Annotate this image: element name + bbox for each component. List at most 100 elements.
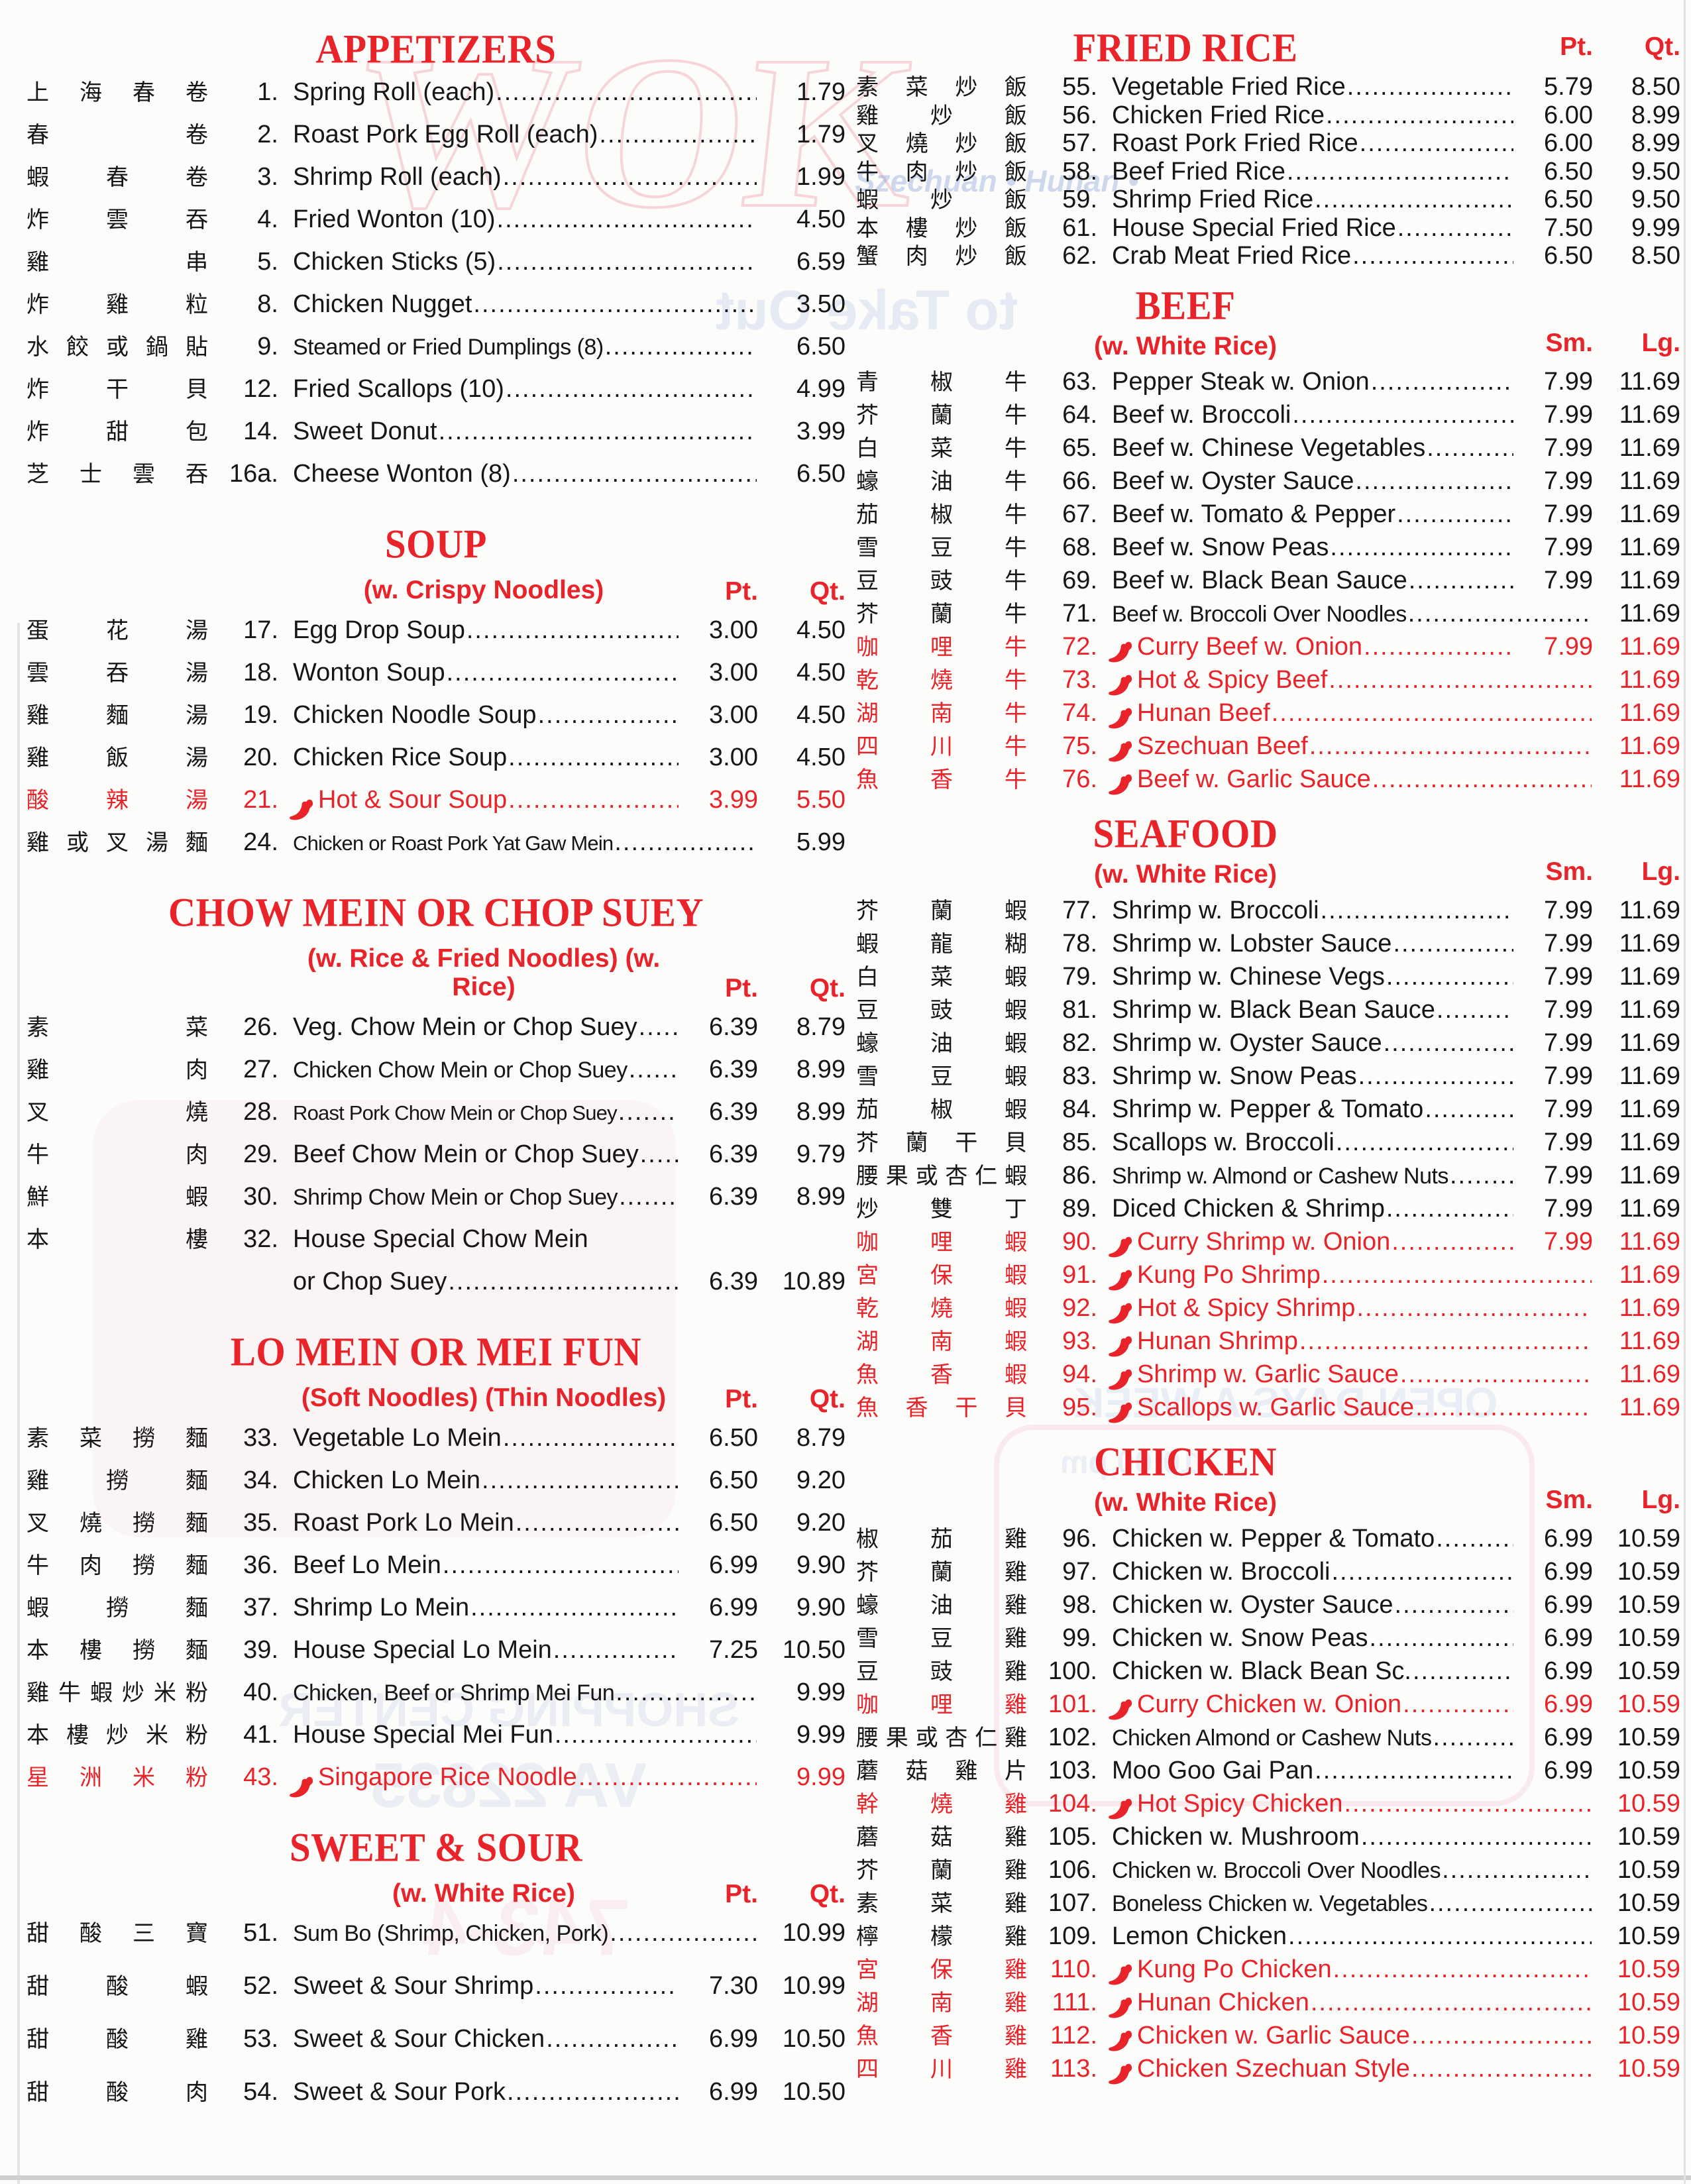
price-large: 8.50: [1631, 242, 1680, 270]
item-name: Lemon Chicken: [1112, 1922, 1287, 1951]
price-large: 10.99: [782, 1919, 846, 1947]
chinese-char: 蠔: [856, 1030, 879, 1058]
chinese-char: 甜: [27, 2026, 49, 2053]
chili-pepper-icon: [1109, 1964, 1132, 1985]
item-name: Egg Drop Soup: [293, 616, 465, 644]
menu-item-row: 魚 香 蝦 94. Shrimp w. Garlic Sauce 11.69: [856, 1361, 1680, 1394]
item-number: 96.: [1062, 1525, 1097, 1553]
item-number: 107.: [1048, 1889, 1097, 1918]
price-small: 3.00: [709, 743, 758, 771]
chinese-char: 湖: [856, 700, 879, 728]
item-number: 72.: [1062, 633, 1097, 661]
chinese-label: 雞飯湯: [27, 746, 208, 771]
chinese-char: 炒: [955, 74, 978, 101]
menu-item-row: 炒 雙 丁 89. Diced Chicken & Shrimp 7.99 11.69: [856, 1195, 1680, 1228]
chinese-char: 蝦: [1005, 1329, 1027, 1356]
chinese-label: 牛肉炒飯: [856, 160, 1027, 185]
item-number: 110.: [1050, 1955, 1097, 1984]
dotted-leader: [1315, 1757, 1513, 1784]
chili-pepper-icon: [1109, 641, 1132, 663]
section-title-row: SEAFOOD: [856, 804, 1680, 859]
chinese-label: 蛋花湯: [27, 619, 208, 643]
chinese-label: 蠔油蝦: [856, 1032, 1027, 1056]
chinese-char: 油: [930, 468, 953, 496]
chinese-char: 牛: [1005, 435, 1027, 463]
chili-pepper-icon: [1107, 674, 1136, 696]
chinese-label: 腰果或杏仁蝦: [856, 1164, 1027, 1189]
chinese-label: 乾燒牛: [856, 669, 1027, 693]
item-name: Chicken w. Mushroom: [1112, 1823, 1360, 1851]
dotted-leader: [1386, 1195, 1513, 1223]
item-name: Chicken, Beef or Shrimp Mei Fun: [293, 1680, 615, 1706]
chinese-char: 粉: [186, 1721, 208, 1749]
item-name: Spring Roll (each): [293, 78, 495, 106]
chili-pepper-icon: [1107, 2063, 1136, 2085]
dotted-leader: [1331, 1558, 1513, 1586]
item-name: Beef w. Broccoli Over Noodles: [1112, 602, 1407, 628]
chinese-char: 素: [27, 1014, 49, 1041]
chinese-char: 甜: [27, 1973, 49, 2000]
item-name: House Special Lo Mein: [293, 1635, 552, 1664]
item-number: 17.: [243, 616, 278, 644]
chinese-char: 芥: [856, 402, 879, 429]
chinese-char: 四: [856, 2056, 879, 2083]
chinese-char: 蝦: [186, 1973, 208, 2000]
chinese-label: 宮保蝦: [856, 1264, 1027, 1288]
item-number: 12.: [243, 375, 278, 403]
item-number: 54.: [243, 2078, 278, 2106]
dotted-leader: [1355, 468, 1513, 495]
chinese-label: 蟹肉炒飯: [856, 245, 1027, 269]
chinese-char: 蘭: [930, 601, 953, 628]
menu-item-row: 上 海 春 卷 1. Spring Roll (each) 1.79: [27, 78, 846, 121]
chinese-char: 糊: [1005, 931, 1027, 958]
chili-pepper-icon: [1109, 1997, 1132, 2018]
menu-item-row: 炸 雲 吞 4. Fried Wonton (10) 4.50: [27, 205, 846, 248]
chinese-label: 本樓炒米粉: [27, 1723, 208, 1748]
chinese-char: 菇: [930, 1824, 953, 1851]
chili-pepper-icon: [288, 1776, 317, 1798]
scan-edge-bottom: [0, 2175, 1691, 2180]
price-small: 7.99: [1544, 434, 1593, 463]
dotted-leader: [599, 121, 757, 148]
chinese-label: 雞串: [27, 250, 208, 275]
chinese-char: 本: [27, 1721, 49, 1749]
chinese-char: 雞: [1005, 2056, 1027, 2083]
menu-item-row: 宮 保 雞 110. Kung Po Chicken 10.59: [856, 1956, 1680, 1989]
chinese-label: 星洲米粉: [27, 1765, 208, 1790]
menu-item-row: 腰果或杏仁蝦 86. Shrimp w. Almond or Cashew Nuts…: [856, 1162, 1680, 1195]
chinese-char: 酸: [106, 2026, 129, 2053]
dotted-leader: [1321, 897, 1513, 924]
menu-item-row: 幹 燒 雞 104. Hot Spicy Chicken 10.59: [856, 1790, 1680, 1824]
dotted-leader: [1415, 1394, 1592, 1421]
chinese-char: 湯: [186, 787, 208, 814]
dotted-leader: [1347, 74, 1513, 101]
chinese-label: 甜酸雞: [27, 2028, 208, 2052]
dotted-leader: [1433, 1724, 1513, 1751]
chinese-char: 川: [930, 2056, 953, 2083]
item-number: 20.: [243, 743, 278, 771]
price-large: 8.79: [796, 1423, 846, 1452]
section-subtitle-row: (w. White Rice) Sm. Lg.: [856, 1486, 1680, 1525]
chinese-char: 花: [106, 617, 129, 644]
item-number: 27.: [243, 1055, 278, 1083]
chinese-char: 炒: [122, 1679, 144, 1706]
item-name: Beef w. Garlic Sauce: [1137, 765, 1371, 794]
menu-item-row: 宮 保 蝦 91. Kung Po Shrimp 11.69: [856, 1262, 1680, 1295]
chinese-char: 本: [27, 1226, 49, 1253]
price-small: 7.99: [1544, 1162, 1593, 1190]
chinese-char: 湖: [856, 1990, 879, 2017]
chinese-label: 雞麵湯: [27, 704, 208, 728]
dotted-leader: [1397, 215, 1513, 242]
price-large: 11.69: [1619, 732, 1680, 761]
chinese-label: 叉燒撈麵: [27, 1511, 208, 1536]
item-name: Fried Wonton (10): [293, 205, 496, 233]
chinese-char: 青: [856, 369, 879, 396]
item-number: 76.: [1062, 765, 1097, 794]
dotted-leader: [443, 1552, 679, 1579]
menu-item-row: 炸 甜 包 14. Sweet Donut 3.99: [27, 417, 846, 461]
menu-item-row: 白 菜 蝦 79. Shrimp w. Chinese Vegs 7.99 11.69: [856, 963, 1680, 997]
chinese-char: 蟹: [856, 243, 879, 270]
chinese-label: 雞或叉湯麵: [27, 831, 208, 855]
